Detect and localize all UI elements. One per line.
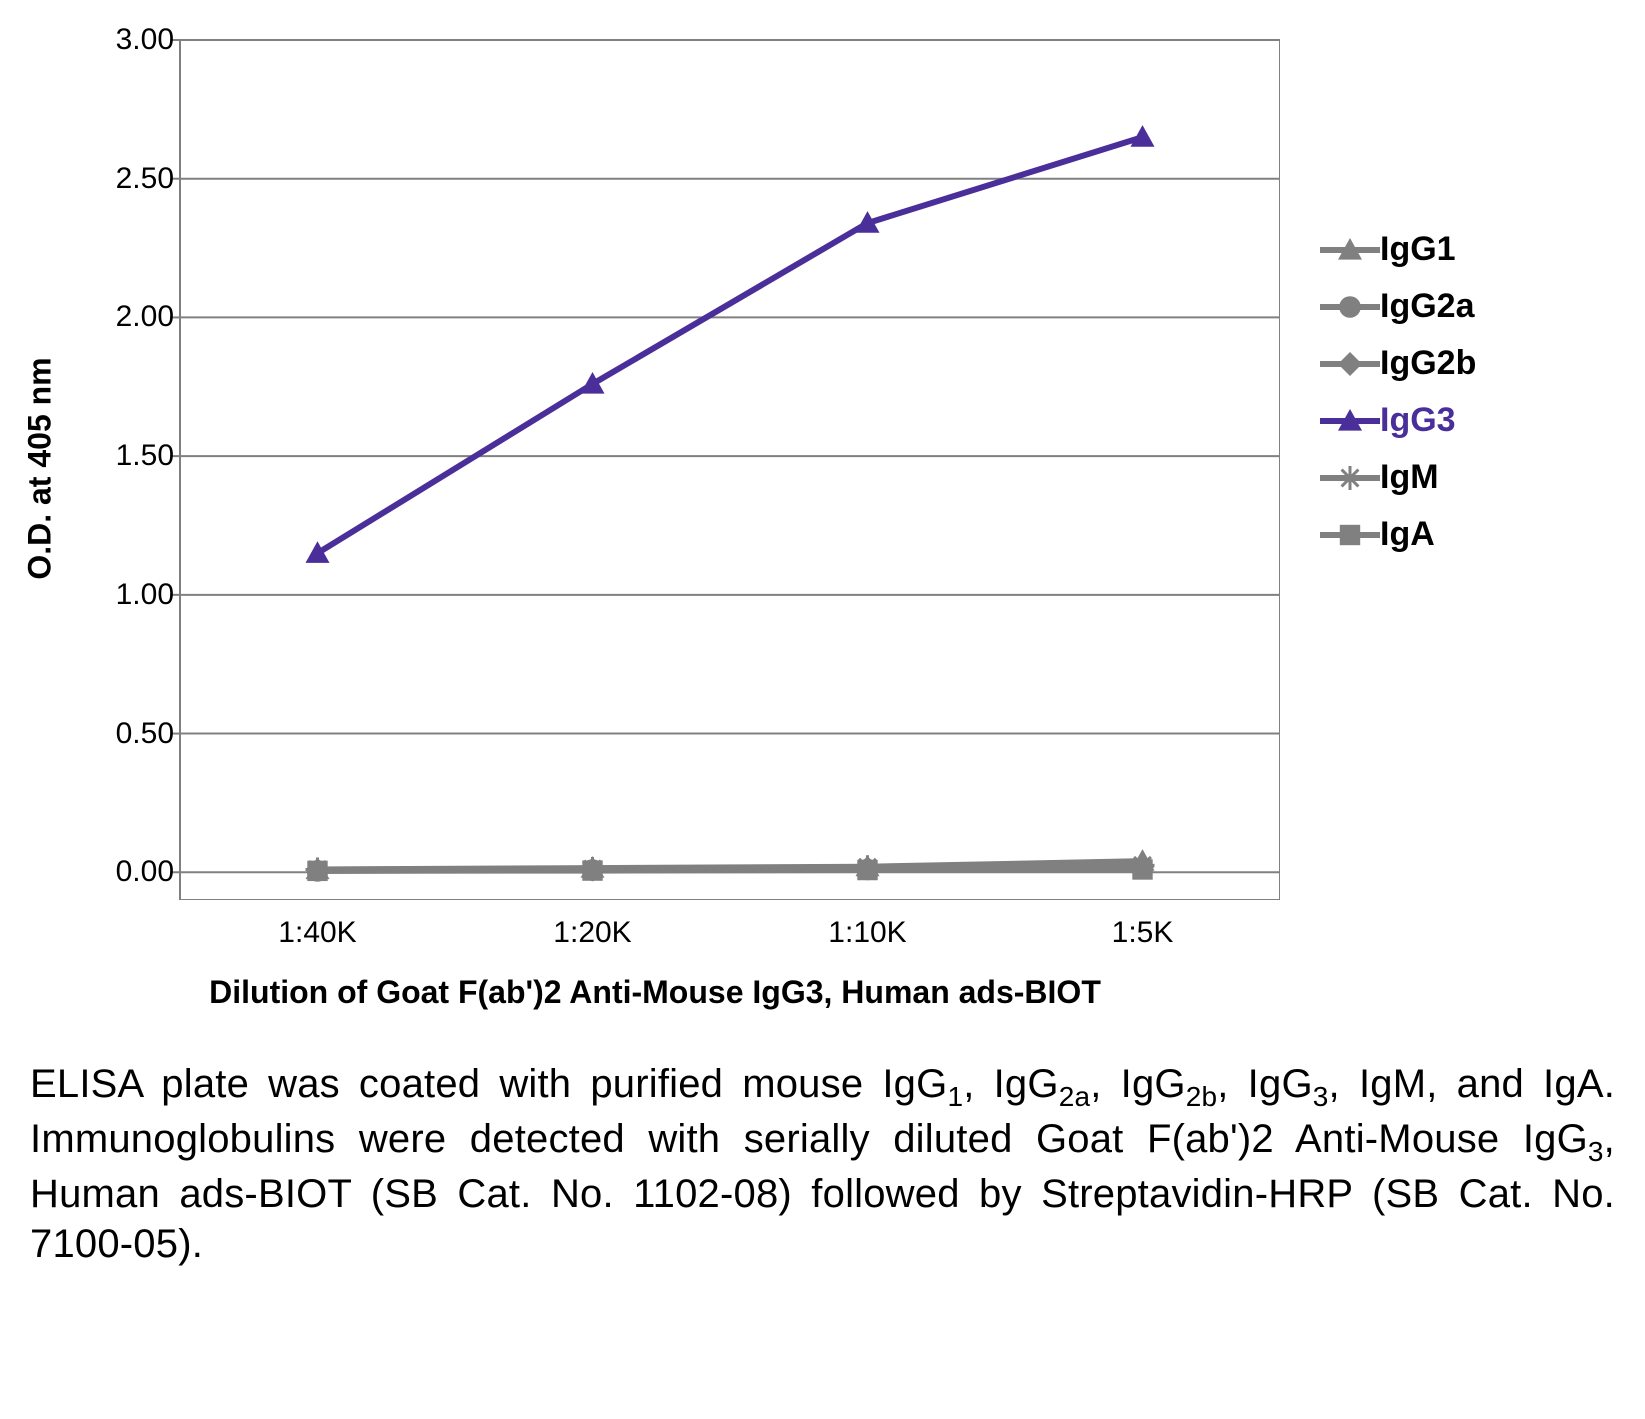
y-tick-label: 3.00 — [40, 23, 174, 57]
legend-swatch — [1320, 406, 1380, 436]
legend-item: IgG2b — [1320, 344, 1476, 383]
legend-label: IgG3 — [1380, 401, 1456, 440]
legend-item: IgA — [1320, 515, 1476, 554]
legend-item: IgG2a — [1320, 287, 1476, 326]
y-tick-label: 1.50 — [40, 439, 174, 473]
legend: IgG1 IgG2a IgG2b IgG3 IgM IgA — [1320, 230, 1476, 554]
figure-caption: ELISA plate was coated with purified mou… — [30, 1059, 1615, 1269]
legend-item: IgG3 — [1320, 401, 1476, 440]
plot-svg — [30, 30, 1280, 900]
x-tick-label: 1:10K — [828, 916, 906, 950]
x-tick-label: 1:20K — [553, 916, 631, 950]
legend-label: IgA — [1380, 515, 1435, 554]
legend-swatch — [1320, 292, 1380, 322]
x-tick-label: 1:40K — [278, 916, 356, 950]
x-axis-label: Dilution of Goat F(ab')2 Anti-Mouse IgG3… — [30, 974, 1280, 1011]
legend-label: IgM — [1380, 458, 1439, 497]
legend-swatch — [1320, 463, 1380, 493]
y-tick-label: 1.00 — [40, 578, 174, 612]
legend-item: IgG1 — [1320, 230, 1476, 269]
legend-label: IgG2b — [1380, 344, 1476, 383]
y-tick-label: 0.00 — [40, 855, 174, 889]
legend-item: IgM — [1320, 458, 1476, 497]
y-tick-container: 0.000.501.001.502.002.503.00 — [30, 30, 180, 900]
legend-swatch — [1320, 235, 1380, 265]
legend-label: IgG1 — [1380, 230, 1456, 269]
legend-swatch — [1320, 520, 1380, 550]
y-tick-label: 2.50 — [40, 162, 174, 196]
legend-swatch — [1320, 349, 1380, 379]
figure-container: O.D. at 405 nm 0.000.501.001.502.002.503… — [30, 30, 1615, 1269]
chart-area: O.D. at 405 nm 0.000.501.001.502.002.503… — [30, 30, 1280, 1011]
legend-label: IgG2a — [1380, 287, 1474, 326]
y-tick-label: 2.00 — [40, 300, 174, 334]
chart-and-legend: O.D. at 405 nm 0.000.501.001.502.002.503… — [30, 30, 1615, 1011]
y-tick-label: 0.50 — [40, 717, 174, 751]
x-tick-container: 1:40K 1:20K 1:10K 1:5K — [30, 900, 1280, 950]
x-tick-label: 1:5K — [1112, 916, 1174, 950]
